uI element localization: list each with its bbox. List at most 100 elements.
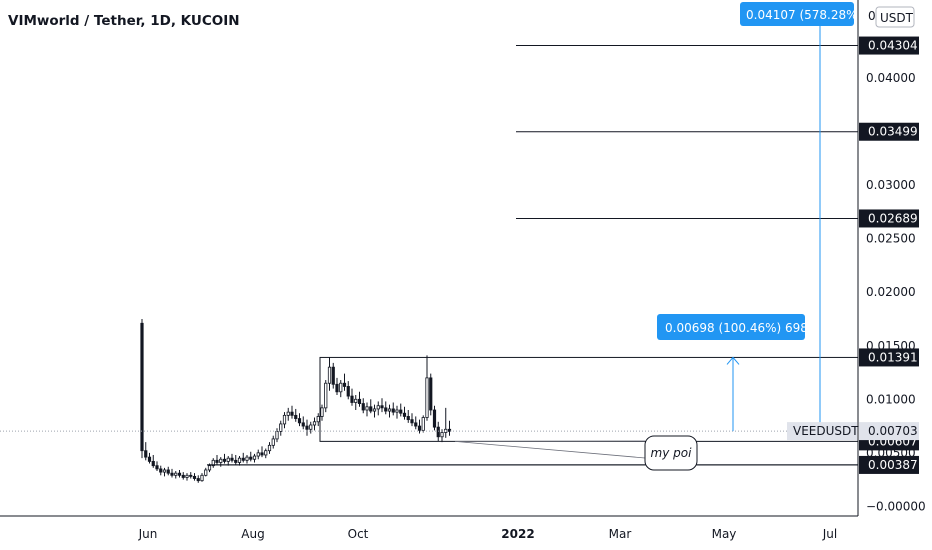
- candle-body: [395, 409, 399, 413]
- axis-top-clipped-label: 0: [868, 9, 876, 23]
- x-tick-label: Oct: [348, 527, 369, 541]
- last-price-label: 0.00703: [868, 424, 918, 438]
- callout-my-poi[interactable]: my poi: [454, 435, 698, 471]
- candle-body: [339, 382, 343, 393]
- level-label: 0.04304: [868, 39, 918, 53]
- candle-body: [256, 452, 260, 457]
- candle-body: [226, 457, 230, 462]
- candle-body: [429, 377, 433, 411]
- candle-body: [327, 366, 332, 384]
- measure-big-label-box[interactable]: [740, 2, 854, 26]
- candle-body: [155, 465, 159, 470]
- y-tick-label: 0.01000: [866, 392, 916, 406]
- candle-body: [249, 456, 253, 460]
- measure-big-label: 0.04107 (578.28%): [746, 8, 862, 22]
- candle-body: [316, 416, 320, 423]
- x-tick-label: Aug: [241, 527, 264, 541]
- symbol-label-box: [787, 422, 857, 441]
- candle-body: [320, 407, 324, 417]
- candle-body: [222, 458, 227, 462]
- candle-body: [196, 478, 200, 482]
- candle-body: [271, 438, 275, 446]
- chart-title: VIMworld / Tether, 1D, KUCOIN: [8, 13, 240, 29]
- candle-body: [297, 418, 302, 424]
- candle-body: [387, 408, 392, 412]
- candle-body: [241, 457, 245, 461]
- level-price-labels: 0.043040.034990.026890.013910.006070.003…: [859, 36, 919, 474]
- candle-body: [189, 474, 193, 477]
- candle-body: [372, 408, 377, 412]
- candle-body: [335, 383, 339, 393]
- candle-body: [211, 459, 215, 467]
- level-label-box: [859, 209, 919, 228]
- y-tick-label: 0.04000: [866, 71, 916, 85]
- candle-body: [391, 408, 395, 413]
- candle-body: [346, 386, 350, 397]
- candle-body: [275, 431, 279, 440]
- candle-body: [282, 414, 287, 425]
- candle-body: [147, 456, 152, 462]
- x-tick-label: Mar: [609, 527, 632, 541]
- candle-body: [331, 366, 335, 385]
- candle-body: [357, 398, 362, 404]
- level-label-box: [859, 455, 919, 474]
- candle-body: [376, 405, 380, 410]
- candle-body: [185, 474, 189, 478]
- callout-text: my poi: [651, 446, 693, 460]
- candle-body: [354, 398, 358, 403]
- candle-body: [159, 468, 163, 473]
- x-tick-label: 2022: [501, 527, 534, 541]
- range-box-upper[interactable]: [319, 356, 859, 442]
- level-label: 0.03499: [868, 125, 918, 139]
- candle-body: [264, 450, 268, 456]
- candle-body: [324, 382, 328, 409]
- candle-body: [219, 458, 223, 463]
- candle-body: [162, 469, 167, 473]
- candle-body: [200, 474, 204, 482]
- y-axis-ticks: 0.040000.030000.025000.020000.015000.010…: [866, 71, 926, 513]
- candle-body: [440, 432, 444, 438]
- x-axis-ticks: Jun Aug Oct 2022 Mar May Jul: [138, 527, 838, 541]
- candle-body: [177, 472, 182, 476]
- callout-pointer-lower: [454, 440, 646, 459]
- range-boxes[interactable]: [207, 356, 859, 466]
- candle-body: [181, 474, 185, 478]
- candle-body: [252, 455, 257, 460]
- callout-box[interactable]: [644, 435, 698, 471]
- level-lines[interactable]: [207, 45, 858, 466]
- level-label-box: [859, 348, 919, 367]
- candle-body: [417, 425, 422, 431]
- candle-body: [144, 450, 148, 458]
- candle-body: [309, 424, 313, 430]
- level-label-box: [859, 122, 919, 141]
- candle-body: [230, 457, 234, 461]
- candlestick-series: [140, 318, 452, 483]
- currency-badge-box[interactable]: [875, 6, 915, 28]
- candle-body: [399, 409, 403, 414]
- candle-body: [174, 472, 178, 476]
- y-tick-label: 0.02500: [866, 232, 916, 246]
- candle-body: [207, 465, 212, 471]
- level-label-box: [859, 36, 919, 55]
- candle-body: [406, 416, 410, 421]
- candle-body: [414, 422, 418, 427]
- candle-body: [294, 414, 298, 419]
- measure-small-label-box[interactable]: [657, 314, 805, 340]
- candle-body: [286, 411, 290, 416]
- candle-body: [365, 406, 369, 411]
- candle-body: [215, 459, 219, 463]
- x-tick-label: Jun: [138, 527, 158, 541]
- candle-body: [380, 405, 384, 409]
- y-tick-label: 0.02000: [866, 285, 916, 299]
- candle-body: [260, 452, 264, 456]
- candle-body: [305, 425, 309, 430]
- candle-body: [140, 322, 144, 452]
- candle-body: [312, 421, 317, 426]
- level-label: 0.00387: [868, 458, 918, 472]
- last-price-label-box: [859, 422, 919, 441]
- candle-body: [166, 469, 170, 474]
- candle-body: [234, 459, 238, 463]
- candle-body: [151, 460, 155, 467]
- price-range-measures[interactable]: 0.04107 (578.28%) 0.00698 (100.46%) 698: [657, 2, 862, 432]
